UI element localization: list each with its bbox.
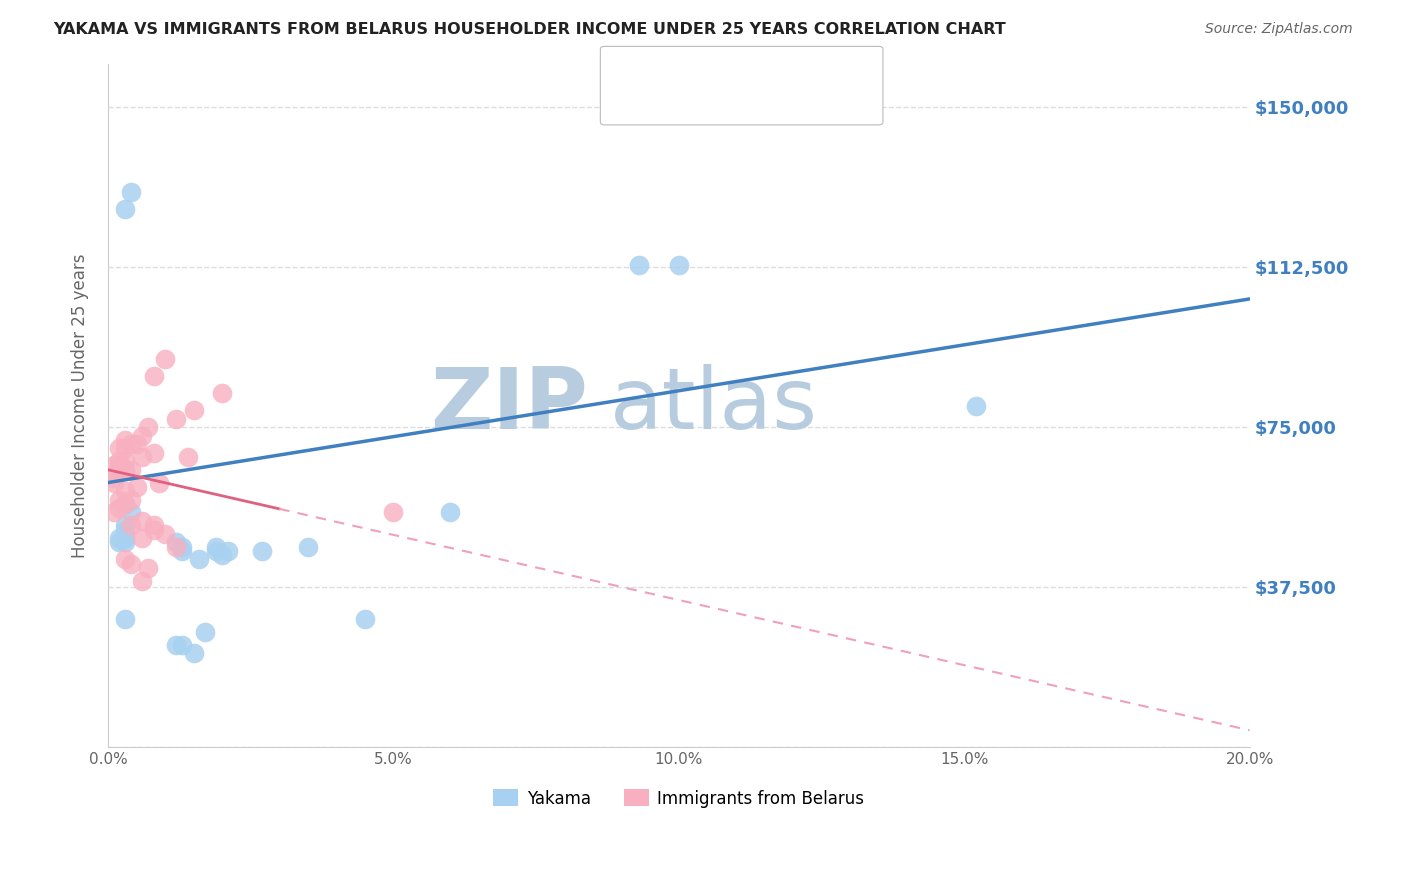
Point — [108, 531, 131, 545]
Point — [114, 535, 136, 549]
Text: atlas: atlas — [610, 364, 818, 447]
Text: Source: ZipAtlas.com: Source: ZipAtlas.com — [1205, 22, 1353, 37]
Point — [166, 638, 188, 652]
Y-axis label: Householder Income Under 25 years: Householder Income Under 25 years — [72, 253, 89, 558]
Point — [166, 535, 188, 549]
Point — [114, 202, 136, 217]
Point — [668, 258, 690, 272]
Point — [297, 540, 319, 554]
Point — [108, 458, 131, 473]
Point — [172, 540, 194, 554]
Point — [194, 625, 217, 640]
Point — [120, 437, 142, 451]
Point — [120, 506, 142, 520]
Point — [125, 437, 148, 451]
Point — [217, 544, 239, 558]
Point — [177, 450, 200, 464]
Point — [114, 484, 136, 499]
Point — [131, 428, 153, 442]
Point — [120, 518, 142, 533]
Point — [205, 540, 228, 554]
Point — [114, 463, 136, 477]
Point — [114, 518, 136, 533]
Text: R =: R = — [655, 63, 692, 81]
Text: N =: N = — [755, 92, 792, 110]
Text: 13: 13 — [794, 63, 817, 81]
Point — [114, 497, 136, 511]
Point — [142, 445, 165, 459]
Point — [131, 450, 153, 464]
Point — [142, 368, 165, 383]
Point — [120, 492, 142, 507]
Point — [103, 506, 125, 520]
Point — [114, 612, 136, 626]
Point — [353, 612, 375, 626]
Point — [188, 552, 211, 566]
Point — [108, 492, 131, 507]
Point — [205, 544, 228, 558]
Point — [108, 535, 131, 549]
Point — [382, 506, 405, 520]
Text: R =: R = — [655, 92, 692, 110]
Point — [153, 526, 176, 541]
Point — [131, 574, 153, 588]
Point — [166, 411, 188, 425]
Point — [108, 463, 131, 477]
Point — [153, 351, 176, 366]
Point — [114, 523, 136, 537]
Point — [142, 518, 165, 533]
Point — [114, 497, 136, 511]
Point — [136, 561, 159, 575]
Point — [125, 480, 148, 494]
Point — [108, 442, 131, 456]
Point — [114, 442, 136, 456]
Point — [439, 506, 461, 520]
Point — [131, 514, 153, 528]
Text: 0.314: 0.314 — [695, 63, 747, 81]
Point — [172, 638, 194, 652]
Point — [172, 544, 194, 558]
Point — [142, 523, 165, 537]
Point — [627, 258, 650, 272]
Point — [114, 531, 136, 545]
Point — [120, 185, 142, 199]
Point — [120, 557, 142, 571]
Text: -0.114: -0.114 — [686, 92, 745, 110]
Point — [108, 501, 131, 516]
Text: N =: N = — [755, 63, 792, 81]
Legend: Yakama, Immigrants from Belarus: Yakama, Immigrants from Belarus — [486, 782, 870, 814]
Point — [183, 403, 205, 417]
Point — [103, 471, 125, 485]
Point — [114, 433, 136, 447]
Point — [131, 531, 153, 545]
Point — [250, 544, 273, 558]
Point — [103, 458, 125, 473]
Point — [211, 385, 233, 400]
Point — [183, 646, 205, 660]
Text: 44: 44 — [794, 92, 818, 110]
Point — [965, 399, 987, 413]
Point — [114, 526, 136, 541]
Point — [114, 552, 136, 566]
Point — [136, 420, 159, 434]
Point — [211, 548, 233, 562]
Text: ZIP: ZIP — [430, 364, 588, 447]
Point — [103, 475, 125, 490]
Point — [108, 454, 131, 468]
Point — [114, 454, 136, 468]
Text: YAKAMA VS IMMIGRANTS FROM BELARUS HOUSEHOLDER INCOME UNDER 25 YEARS CORRELATION : YAKAMA VS IMMIGRANTS FROM BELARUS HOUSEH… — [53, 22, 1007, 37]
Point — [166, 540, 188, 554]
Point — [148, 475, 170, 490]
Point — [120, 463, 142, 477]
